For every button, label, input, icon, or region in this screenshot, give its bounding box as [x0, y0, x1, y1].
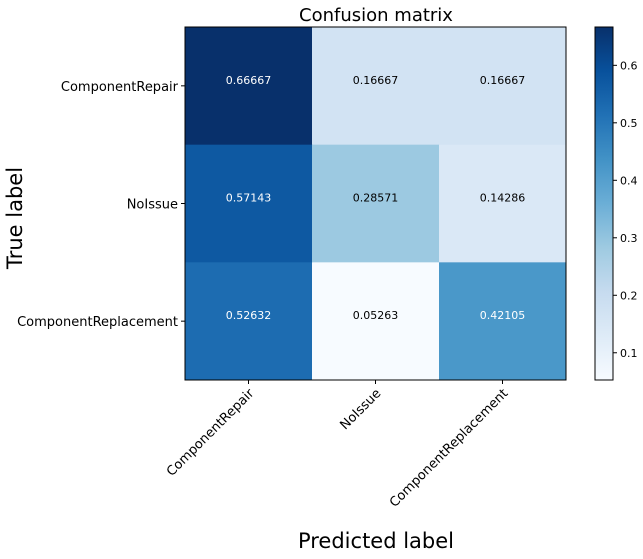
y-tick-label: ComponentReplacement [17, 315, 178, 330]
cell-value-label: 0.42105 [480, 309, 526, 322]
y-tick-label: NoIssue [127, 198, 178, 213]
colorbar-tick-label: 0.1 [620, 347, 638, 360]
heatmap-cell [185, 144, 313, 263]
colorbar-tick-label: 0.4 [620, 174, 638, 187]
heatmap-cell [439, 27, 567, 146]
colorbar-tick-label: 0.3 [620, 232, 638, 245]
x-tick-label: NoIssue [337, 386, 384, 433]
cell-value-label: 0.16667 [353, 74, 399, 87]
colorbar [594, 26, 614, 381]
colorbar-tick-label: 0.5 [620, 117, 638, 130]
x-tick-label: ComponentRepair [164, 386, 258, 480]
x-tick-label: ComponentReplacement [387, 386, 511, 510]
x-axis-ticks: ComponentRepair NoIssue ComponentReplaceme… [164, 380, 511, 511]
y-tick-label: ComponentRepair [61, 80, 179, 95]
cell-value-label: 0.57143 [226, 192, 272, 205]
heatmap-cell [312, 262, 440, 381]
heatmap-cell-labels: 0.66667 0.16667 0.16667 0.57143 0.28571 0.142… [226, 74, 526, 322]
cell-value-label: 0.66667 [226, 74, 272, 87]
heatmap-cells [185, 27, 567, 381]
colorbar-ticks: 0.1 0.2 0.3 0.4 0.5 0.6 [613, 59, 638, 360]
chart-title: Confusion matrix [299, 5, 453, 26]
heatmap-cell [439, 262, 567, 381]
heatmap-cell [312, 27, 440, 146]
cell-value-label: 0.52632 [226, 309, 272, 322]
colorbar-tick-label: 0.2 [620, 289, 638, 302]
heatmap-cell [312, 144, 440, 263]
cell-value-label: 0.16667 [480, 74, 526, 87]
cell-value-label: 0.14286 [480, 192, 526, 205]
cell-value-label: 0.05263 [353, 309, 399, 322]
heatmap-cell [439, 144, 567, 263]
colorbar-tick-label: 0.6 [620, 59, 638, 72]
cell-value-label: 0.28571 [353, 192, 399, 205]
y-axis-ticks: ComponentRepair NoIssue ComponentReplaceme… [17, 80, 185, 330]
heatmap-cell [185, 27, 313, 146]
heatmap-cell [185, 262, 313, 381]
x-axis-label: Predicted label [298, 529, 454, 553]
y-axis-label: True label [3, 167, 27, 270]
